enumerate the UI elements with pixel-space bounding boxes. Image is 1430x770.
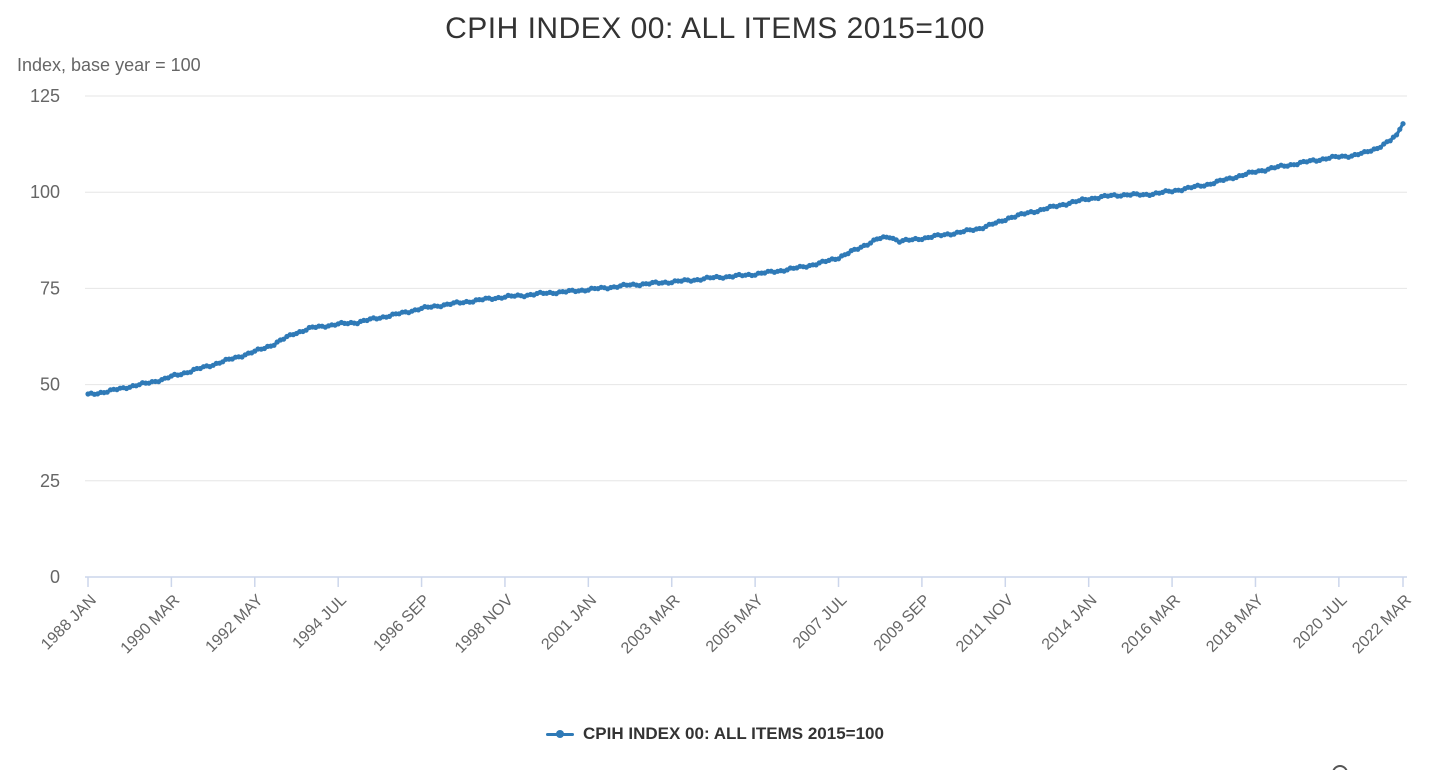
x-tick-label: 2009 SEP bbox=[871, 592, 934, 655]
x-tick-label: 2018 MAY bbox=[1203, 592, 1267, 656]
x-tick-label: 2003 MAR bbox=[618, 592, 683, 657]
x-tick-label: 2001 JAN bbox=[538, 592, 600, 654]
x-tick-label: 1996 SEP bbox=[370, 592, 433, 655]
y-tick-label: 25 bbox=[40, 471, 60, 491]
x-tick-label: 2016 MAR bbox=[1118, 592, 1183, 657]
x-tick-label: 2007 JUL bbox=[790, 592, 851, 653]
x-tick-label: 2020 JUL bbox=[1290, 592, 1351, 653]
legend-series-label: CPIH INDEX 00: ALL ITEMS 2015=100 bbox=[583, 724, 884, 743]
x-tick-label: 2005 MAY bbox=[703, 592, 767, 656]
x-axis-tick-labels: 1988 JAN 1990 MAR 1992 MAY 1994 JUL 1996 SEP… bbox=[38, 592, 1415, 658]
legend-series-marker-icon bbox=[546, 727, 575, 741]
series-cpih-line[interactable] bbox=[85, 121, 1406, 397]
x-tick-label: 2022 MAR bbox=[1349, 592, 1414, 657]
y-tick-label: 100 bbox=[30, 182, 60, 202]
x-tick-label: 1990 MAR bbox=[118, 592, 183, 657]
x-tick-label: 1998 NOV bbox=[452, 592, 517, 657]
y-tick-label: 75 bbox=[40, 278, 60, 298]
x-tick-label: 1994 JUL bbox=[290, 592, 351, 653]
chart-legend: CPIH INDEX 00: ALL ITEMS 2015=100 bbox=[0, 724, 1430, 744]
x-tick-label: 1992 MAY bbox=[203, 592, 267, 656]
x-axis bbox=[85, 576, 1407, 587]
chart-title: CPIH INDEX 00: ALL ITEMS 2015=100 bbox=[445, 12, 985, 45]
y-tick-label: 0 bbox=[50, 567, 60, 587]
y-tick-label: 125 bbox=[30, 86, 60, 106]
legend-item-cpih-series[interactable]: CPIH INDEX 00: ALL ITEMS 2015=100 bbox=[546, 724, 884, 744]
y-gridlines bbox=[85, 95, 1407, 578]
series-path bbox=[86, 122, 1405, 396]
x-tick-label: 2014 JAN bbox=[1039, 592, 1101, 654]
x-tick-label: 1988 JAN bbox=[38, 592, 100, 654]
y-tick-label: 50 bbox=[40, 375, 60, 395]
x-tick-label: 2011 NOV bbox=[953, 592, 1017, 656]
y-axis-unit-label: Index, base year = 100 bbox=[17, 55, 201, 75]
y-axis-tick-labels: 0 25 50 75 100 125 bbox=[30, 86, 60, 587]
